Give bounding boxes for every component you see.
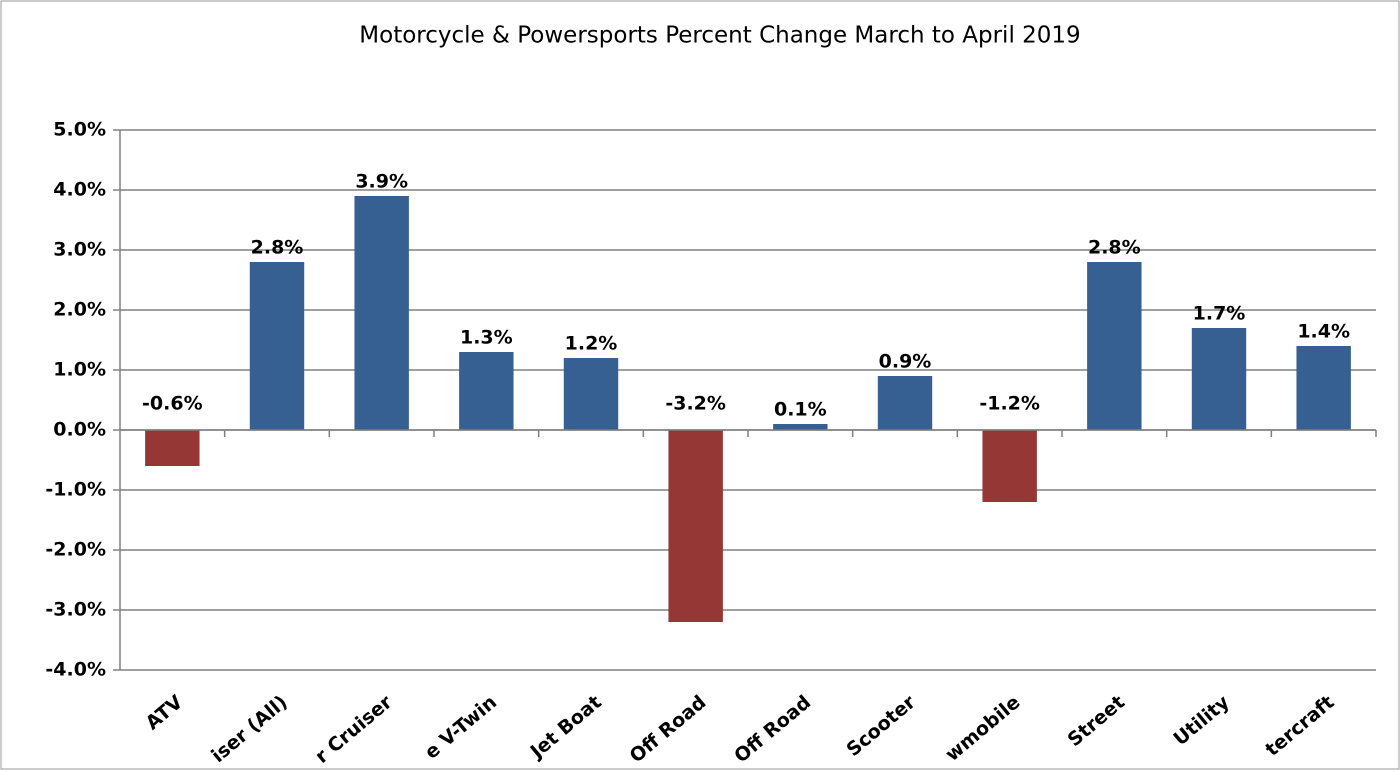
data-label: -3.2% bbox=[665, 393, 726, 415]
bar bbox=[145, 430, 200, 466]
data-label: 1.3% bbox=[460, 327, 513, 349]
chart-title: Motorcycle & Powersports Percent Change … bbox=[359, 23, 1080, 49]
data-label: 0.1% bbox=[774, 399, 827, 421]
data-label: 1.7% bbox=[1193, 303, 1246, 325]
bar bbox=[459, 352, 514, 430]
data-label: -0.6% bbox=[142, 393, 203, 415]
bar bbox=[354, 196, 409, 430]
y-tick-label: -4.0% bbox=[45, 659, 106, 681]
data-label: 3.9% bbox=[355, 171, 408, 193]
bar bbox=[563, 358, 619, 430]
y-tick-label: -2.0% bbox=[45, 539, 106, 561]
data-label: 1.4% bbox=[1297, 321, 1350, 343]
y-tick-label: -3.0% bbox=[45, 599, 106, 621]
data-label: 0.9% bbox=[879, 351, 932, 373]
y-tick-label: 0.0% bbox=[53, 419, 106, 441]
bar bbox=[877, 376, 933, 430]
bar bbox=[982, 430, 1037, 502]
y-tick-label: 3.0% bbox=[53, 239, 106, 261]
bar bbox=[249, 262, 305, 430]
data-label: -1.2% bbox=[979, 393, 1040, 415]
y-tick-label: 2.0% bbox=[53, 299, 106, 321]
bar bbox=[773, 424, 828, 430]
y-tick-label: 5.0% bbox=[53, 119, 106, 141]
y-tick-label: 4.0% bbox=[53, 179, 106, 201]
y-tick-label: -1.0% bbox=[45, 479, 106, 501]
data-label: 1.2% bbox=[565, 333, 618, 355]
bar bbox=[1191, 328, 1247, 430]
bar bbox=[668, 430, 723, 622]
data-label: 2.8% bbox=[251, 237, 304, 259]
bar bbox=[1087, 262, 1142, 430]
bar bbox=[1296, 346, 1351, 430]
y-tick-label: 1.0% bbox=[53, 359, 106, 381]
data-label: 2.8% bbox=[1088, 237, 1141, 259]
